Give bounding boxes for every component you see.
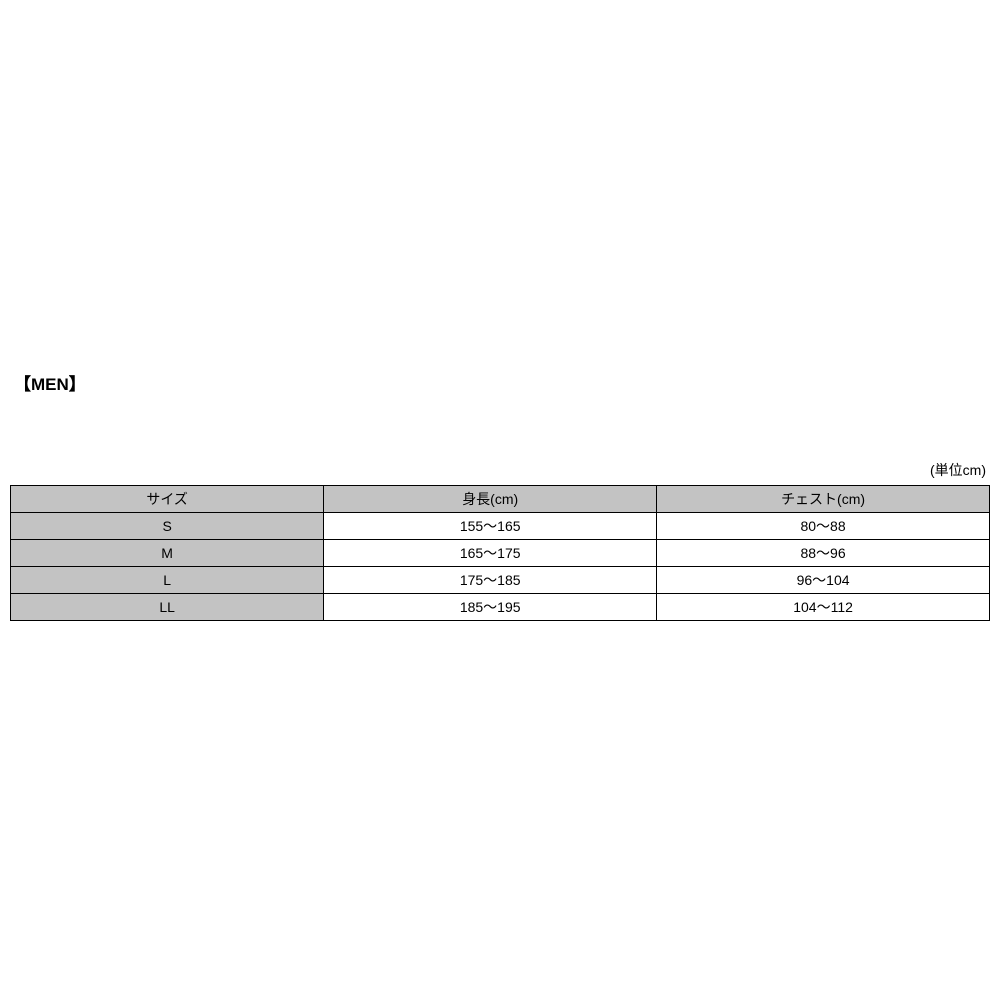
table-row: S 155～165 80～88: [11, 513, 990, 540]
cell-size: M: [11, 540, 324, 567]
column-header-height: 身長(cm): [324, 486, 657, 513]
size-table: サイズ 身長(cm) チェスト(cm) S 155～165 80～88 M 16…: [10, 485, 990, 621]
table-header-row: サイズ 身長(cm) チェスト(cm): [11, 486, 990, 513]
cell-size: S: [11, 513, 324, 540]
table-row: LL 185～195 104～112: [11, 594, 990, 621]
table-row: L 175～185 96～104: [11, 567, 990, 594]
cell-size: L: [11, 567, 324, 594]
cell-size: LL: [11, 594, 324, 621]
column-header-chest: チェスト(cm): [657, 486, 990, 513]
cell-height: 155～165: [324, 513, 657, 540]
table-row: M 165～175 88～96: [11, 540, 990, 567]
cell-chest: 80～88: [657, 513, 990, 540]
unit-label: (単位cm): [930, 460, 986, 480]
cell-chest: 104～112: [657, 594, 990, 621]
cell-chest: 96～104: [657, 567, 990, 594]
section-title: 【MEN】: [14, 370, 86, 395]
cell-height: 175～185: [324, 567, 657, 594]
cell-height: 185～195: [324, 594, 657, 621]
cell-height: 165～175: [324, 540, 657, 567]
cell-chest: 88～96: [657, 540, 990, 567]
column-header-size: サイズ: [11, 486, 324, 513]
